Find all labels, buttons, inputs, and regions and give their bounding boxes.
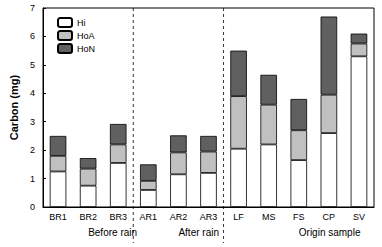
- svg-text:Origin sample: Origin sample: [299, 227, 361, 238]
- svg-text:AR1: AR1: [140, 212, 158, 222]
- svg-text:CP: CP: [323, 212, 336, 222]
- svg-text:3: 3: [30, 117, 35, 127]
- svg-text:2: 2: [30, 145, 35, 155]
- svg-text:AR3: AR3: [200, 212, 218, 222]
- svg-text:FS: FS: [293, 212, 305, 222]
- svg-text:Before rain: Before rain: [88, 227, 137, 238]
- svg-text:BR1: BR1: [49, 212, 67, 222]
- svg-text:After rain: After rain: [178, 227, 219, 238]
- svg-text:0: 0: [30, 202, 35, 212]
- svg-text:HoN: HoN: [77, 44, 95, 54]
- svg-text:MS: MS: [262, 212, 276, 222]
- svg-text:7: 7: [30, 3, 35, 13]
- svg-text:AR2: AR2: [170, 212, 188, 222]
- svg-text:HoA: HoA: [77, 31, 95, 41]
- svg-text:Carbon (mg): Carbon (mg): [8, 74, 20, 140]
- svg-text:BR3: BR3: [109, 212, 127, 222]
- svg-text:LF: LF: [233, 212, 244, 222]
- svg-text:BR2: BR2: [79, 212, 97, 222]
- svg-text:Hi: Hi: [77, 18, 86, 28]
- svg-text:4: 4: [30, 88, 35, 98]
- svg-text:SV: SV: [353, 212, 365, 222]
- svg-text:5: 5: [30, 60, 35, 70]
- svg-text:6: 6: [30, 31, 35, 41]
- svg-text:1: 1: [30, 174, 35, 184]
